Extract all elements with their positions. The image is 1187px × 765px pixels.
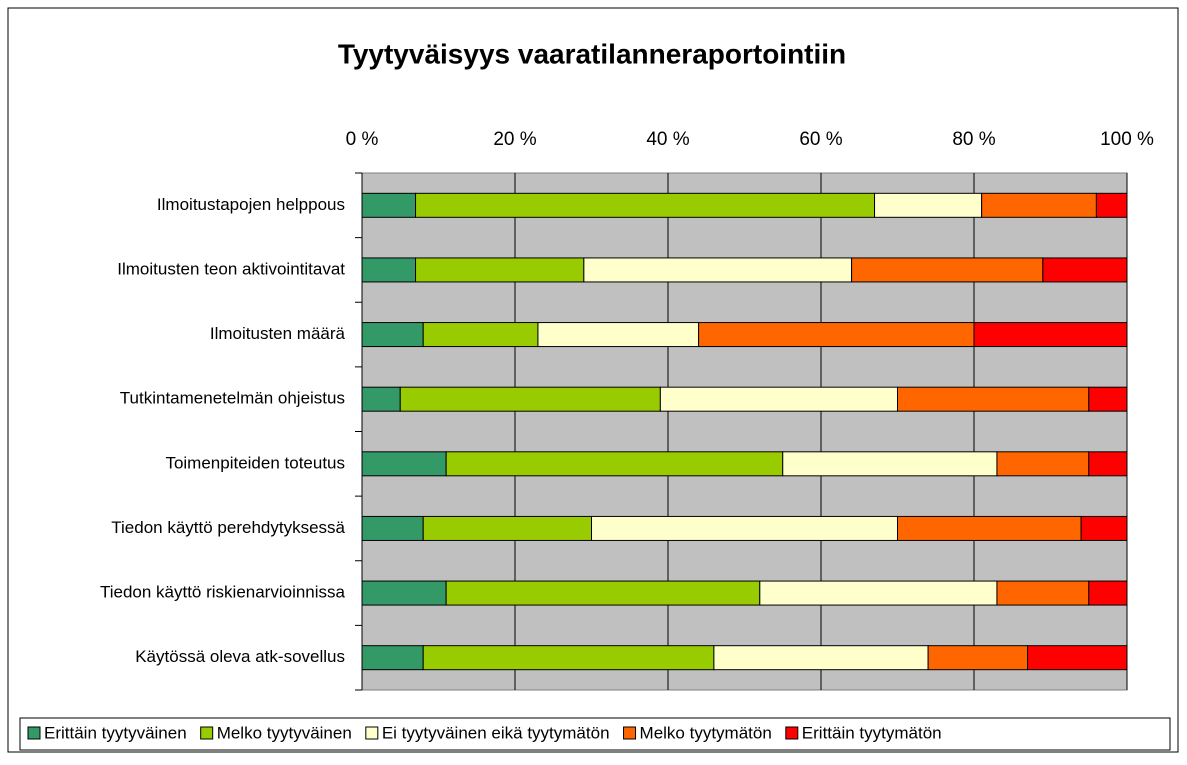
x-tick-label: 60 % [799, 129, 842, 150]
bar-segment [659, 386, 898, 412]
x-tick-label: 100 % [1100, 129, 1154, 150]
chart-title: Tyytyväisyys vaaratilanneraportointiin [338, 38, 846, 69]
bar-segment [851, 257, 1044, 283]
plot-area [361, 172, 1128, 691]
bar-segment [361, 580, 447, 606]
bar-segment [361, 257, 417, 283]
x-tick-label: 20 % [493, 129, 536, 150]
bar-segment [445, 580, 761, 606]
y-tick-label: Käytössä oleva atk-sovellus [135, 647, 345, 666]
y-tick-label: Tutkintamenetelmän ohjeistus [120, 389, 345, 408]
bar-segment [927, 645, 1029, 671]
bar-segment [399, 386, 661, 412]
bar-segment [361, 192, 417, 218]
bar-segment [1080, 515, 1128, 541]
legend-swatch [200, 726, 214, 740]
bar-segment [537, 322, 700, 348]
bar-segment [361, 645, 424, 671]
bar-segment [897, 386, 1090, 412]
bar-segment [759, 580, 998, 606]
y-tick-label: Ilmoitustapojen helppous [157, 195, 345, 214]
legend-label: Melko tyytyväinen [217, 723, 352, 742]
bar-segment [422, 515, 593, 541]
legend-label: Erittäin tyytymätön [802, 723, 942, 742]
bar-segment [973, 322, 1128, 348]
bar-segment [713, 645, 929, 671]
bar-segment [445, 451, 784, 477]
x-tick-label: 40 % [646, 129, 689, 150]
bar-segment [874, 192, 983, 218]
bar-segment [422, 645, 715, 671]
bar-segment [1088, 580, 1128, 606]
bar-segment [1042, 257, 1128, 283]
bar-segment [782, 451, 998, 477]
bar-segment [422, 322, 539, 348]
y-tick-label: Tiedon käyttö perehdytyksessä [111, 518, 345, 537]
legend-label: Ei tyytyväinen eikä tyytymätön [382, 723, 610, 742]
bar-segment [361, 451, 447, 477]
bar-segment [361, 322, 424, 348]
legend-label: Melko tyytymätön [640, 723, 772, 742]
bar-segment [996, 580, 1090, 606]
y-tick-label: Ilmoitusten määrä [210, 324, 346, 343]
legend-swatch [785, 726, 799, 740]
bar-segment [1088, 386, 1128, 412]
legend-label: Erittäin tyytyväinen [44, 723, 187, 742]
y-tick-label: Ilmoitusten teon aktivointitavat [117, 259, 345, 278]
bar-segment [415, 257, 585, 283]
y-tick-label: Tiedon käyttö riskienarvioinnissa [100, 583, 346, 602]
x-tick-label: 80 % [952, 129, 995, 150]
y-tick-label: Toimenpiteiden toteutus [165, 453, 345, 472]
bar-segment [1088, 451, 1128, 477]
legend-swatch [27, 726, 41, 740]
bar-segment [361, 515, 424, 541]
legend-swatch [365, 726, 379, 740]
bar-segment [996, 451, 1090, 477]
bar-segment [1095, 192, 1128, 218]
bar-segment [415, 192, 876, 218]
bar-segment [361, 386, 401, 412]
bar-segment [897, 515, 1082, 541]
bar-segment [583, 257, 853, 283]
bar-segment [981, 192, 1097, 218]
legend-swatch [623, 726, 637, 740]
bar-segment [1027, 645, 1128, 671]
bar-segment [698, 322, 975, 348]
x-tick-label: 0 % [346, 129, 379, 150]
bar-segment [591, 515, 898, 541]
